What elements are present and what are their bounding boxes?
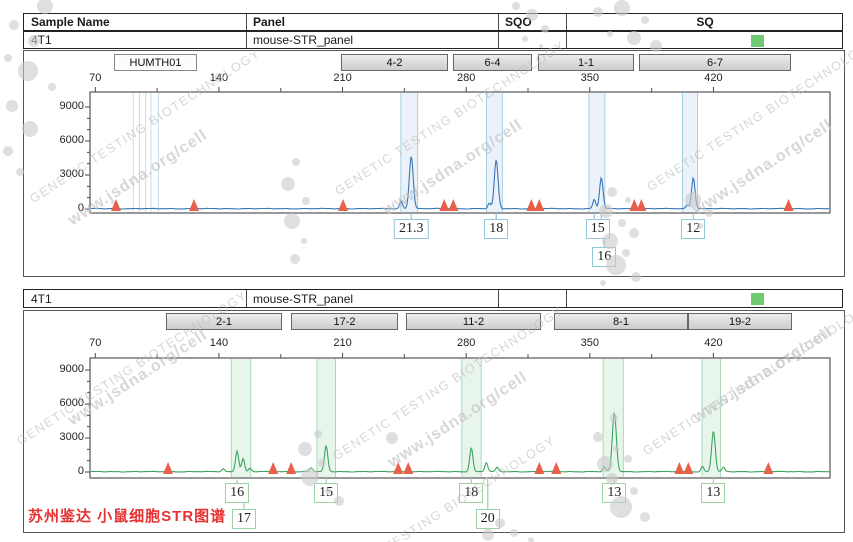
column-divider [566,14,567,30]
x-axis-tick-label: 280 [456,72,476,84]
y-axis-tick-label: 6000 [59,397,84,409]
y-axis-tick-label: 9000 [59,363,84,375]
allele-call-label[interactable]: 13 [701,483,726,503]
trace-plot [85,87,831,247]
marker-box-8-1[interactable]: 8-1 [554,313,688,330]
marker-box-6-7[interactable]: 6-7 [639,54,791,71]
x-axis-tick-label: 140 [209,72,229,84]
allele-call-label[interactable]: 16 [225,483,250,503]
column-divider [566,290,567,307]
x-axis-tick-label: 140 [209,337,229,349]
y-axis-tick-label: 9000 [59,100,84,112]
marker-box-1-1[interactable]: 1-1 [538,54,634,71]
column-header-sample-name: Sample Name [31,15,110,29]
sample-name-cell: 4T1 [31,33,52,47]
marker-box-11-2[interactable]: 11-2 [406,313,541,330]
table-header-row: Sample Name Panel SQO SQ [23,13,843,31]
y-axis-tick-label: 0 [77,202,84,214]
allele-call-label[interactable]: 15 [314,483,339,503]
x-axis-tick-label: 420 [704,337,723,349]
allele-call-label[interactable]: 21.3 [394,219,429,239]
y-axis-tick-label: 3000 [59,431,84,443]
column-divider [498,32,499,48]
y-axis-tick-label: 6000 [59,134,84,146]
allele-call-label[interactable]: 15 [585,219,610,239]
allele-call-label[interactable]: 18 [484,219,509,239]
y-axis-tick-label: 0 [77,465,84,477]
sample-name-cell: 4T1 [31,291,52,306]
column-divider [498,14,499,30]
x-axis-tick-label: 210 [333,72,352,84]
sample-row[interactable]: 4T1 mouse-STR_panel [23,31,843,49]
allele-call-label[interactable]: 16 [592,247,617,267]
allele-call-label[interactable]: 20 [475,509,500,529]
x-axis-tick-label: 70 [89,337,102,349]
x-axis-tick-label: 350 [580,72,599,84]
x-axis-tick-label: 210 [333,337,352,349]
column-divider [566,32,567,48]
x-axis-tick-label: 70 [89,72,102,84]
marker-box-4-2[interactable]: 4-2 [341,54,448,71]
allele-call-label[interactable]: 13 [602,483,627,503]
x-axis-tick-label: 350 [580,337,599,349]
marker-box-6-4[interactable]: 6-4 [453,54,532,71]
marker-box-17-2[interactable]: 17-2 [291,313,398,330]
electropherogram-panel-1[interactable]: HUMTH01 4-2 6-4 1-1 6-7 70 140 210 280 350 420 9000… [23,50,845,277]
trace-plot [85,353,831,509]
y-axis-tick-label: 3000 [59,168,84,180]
marker-box-2-1[interactable]: 2-1 [166,313,282,330]
x-axis-tick-label: 420 [704,72,723,84]
column-header-sqo: SQO [505,15,532,29]
sq-quality-indicator [751,35,764,47]
sq-quality-indicator [751,293,764,305]
column-header-panel: Panel [253,15,286,29]
lab-caption: 苏州鉴达 小鼠细胞STR图谱 [28,508,227,525]
column-divider [246,14,247,30]
allele-call-label[interactable]: 12 [681,219,706,239]
column-divider [498,290,499,307]
x-axis-tick-label: 280 [456,337,476,349]
column-divider [246,290,247,307]
panel-name-cell: mouse-STR_panel [253,291,354,306]
sample-row[interactable]: 4T1 mouse-STR_panel [23,289,843,308]
column-header-sq: SQ [696,15,714,29]
electropherogram-panel-2[interactable]: 2-1 17-2 11-2 8-1 19-2 70 140 210 280 350 420 9000 6… [23,310,845,533]
marker-box-19-2[interactable]: 19-2 [688,313,792,330]
marker-box-HUMTH01[interactable]: HUMTH01 [114,54,197,71]
allele-call-label[interactable]: 17 [232,509,256,529]
allele-call-label[interactable]: 18 [459,483,484,503]
panel-name-cell: mouse-STR_panel [253,33,354,47]
column-divider [246,32,247,48]
